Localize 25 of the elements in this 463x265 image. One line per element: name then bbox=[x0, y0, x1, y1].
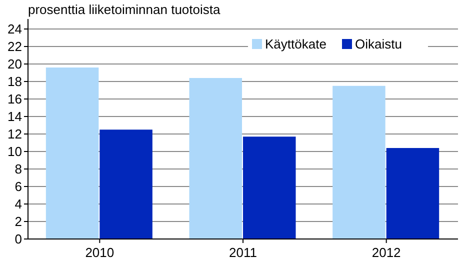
y-axis-title: prosenttia liiketoiminnan tuotoista bbox=[28, 2, 221, 17]
x-tick-label: 2010 bbox=[85, 245, 114, 260]
bar bbox=[386, 148, 440, 239]
y-tick-label: 14 bbox=[8, 109, 22, 124]
y-tick-label: 4 bbox=[14, 196, 22, 212]
legend-label: Oikaistu bbox=[355, 36, 402, 52]
y-tick-label: 24 bbox=[8, 22, 22, 37]
y-tick-label: 0 bbox=[14, 232, 22, 247]
legend-label: Käyttökate bbox=[265, 36, 326, 52]
bar bbox=[46, 68, 99, 239]
y-tick-label: 6 bbox=[14, 179, 22, 194]
y-tick-label: 8 bbox=[14, 162, 22, 177]
y-tick-label: 18 bbox=[8, 74, 22, 90]
bar bbox=[100, 130, 152, 239]
bar bbox=[189, 78, 242, 239]
y-tick-label: 20 bbox=[8, 56, 22, 72]
bar bbox=[243, 136, 296, 239]
y-tick-label: 22 bbox=[8, 39, 22, 54]
y-tick-label: 2 bbox=[14, 214, 22, 230]
y-tick-label: 16 bbox=[8, 92, 22, 107]
y-tick-label: 12 bbox=[8, 126, 22, 142]
x-tick-label: 2012 bbox=[372, 245, 401, 260]
x-tick-label: 2011 bbox=[229, 245, 257, 260]
y-tick-label: 10 bbox=[8, 144, 22, 160]
bar bbox=[332, 86, 386, 239]
